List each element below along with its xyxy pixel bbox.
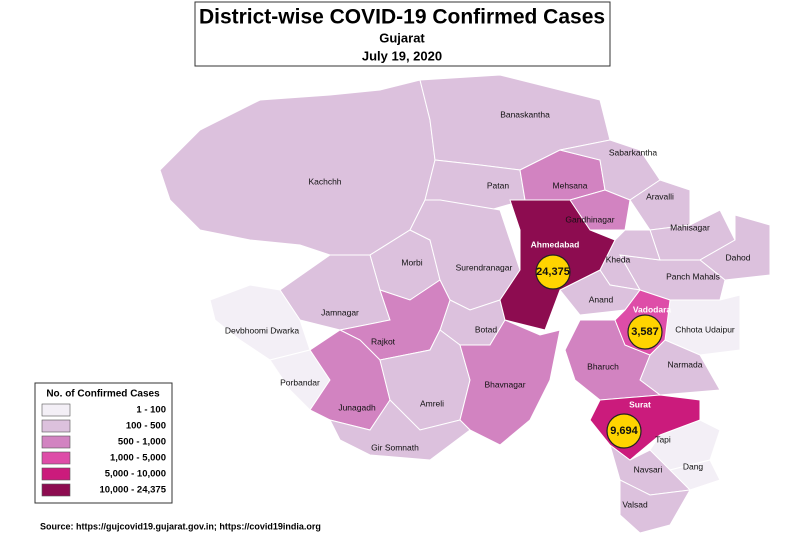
district-label: Junagadh	[338, 402, 376, 412]
district-label: Sabarkantha	[609, 147, 657, 157]
district-label: Valsad	[622, 499, 648, 509]
legend-label: 100 - 500	[126, 421, 166, 432]
callout-circle	[606, 413, 642, 449]
callout-circle	[535, 254, 571, 290]
district-label: Panch Mahals	[666, 271, 720, 281]
title: District-wise COVID-19 Confirmed Cases	[199, 6, 605, 29]
district-label: Dahod	[725, 252, 750, 262]
district-label: Porbandar	[280, 377, 320, 387]
district-label: Surat	[629, 399, 651, 409]
district-label: Banaskantha	[500, 109, 550, 119]
district-label: Mahisagar	[670, 222, 710, 232]
district-label: Devbhoomi Dwarka	[225, 325, 299, 335]
legend-swatch	[41, 403, 71, 417]
legend-label: 500 - 1,000	[118, 437, 166, 448]
district-label: Amreli	[420, 398, 444, 408]
legend-swatch	[41, 419, 71, 433]
case-callouts: 24,375 9,694 3,587	[535, 254, 663, 449]
district-label: Navsari	[634, 464, 663, 474]
district-labels: Kachchh Banaskantha Patan Mehsana Sabark…	[225, 109, 751, 509]
district-label: Vadodara	[633, 304, 672, 314]
district-shape	[619, 479, 691, 534]
callout-label: 9,694	[610, 425, 638, 437]
district-label: Aravalli	[646, 191, 674, 201]
legend-swatch	[41, 435, 71, 449]
district-label: Morbi	[401, 257, 422, 267]
district-shape	[329, 399, 471, 461]
district-label: Tapi	[655, 434, 671, 444]
district-label: Surendranagar	[456, 262, 513, 272]
legend-label: 1,000 - 5,000	[110, 453, 166, 464]
district-label: Gir Somnath	[371, 442, 419, 452]
legend-label: 1 - 100	[136, 405, 166, 416]
callout-circle	[627, 314, 663, 350]
legend-swatch	[41, 467, 71, 481]
legend-swatch	[41, 483, 71, 497]
district-label: Kachchh	[308, 176, 341, 186]
date: July 19, 2020	[362, 48, 442, 63]
district-label: Rajkot	[371, 336, 396, 346]
legend-title: No. of Confirmed Cases	[46, 389, 160, 400]
district-label: Bharuch	[587, 361, 619, 371]
district-label: Anand	[589, 294, 614, 304]
title-box	[194, 1, 611, 67]
source: Source: https://gujcovid19.gujarat.gov.i…	[40, 521, 321, 531]
district-label: Kheda	[606, 254, 631, 264]
callout-label: 3,587	[631, 326, 659, 338]
district-label: Patan	[487, 180, 509, 190]
district-shape	[629, 179, 691, 231]
legend: No. of Confirmed Cases 1 - 100 100 - 500 5…	[34, 382, 173, 504]
district-shape	[459, 319, 561, 446]
district-label: Gandhinagar	[565, 214, 614, 224]
subtitle: Gujarat	[379, 30, 425, 45]
district-map	[159, 74, 771, 534]
district-label: Botad	[475, 324, 497, 334]
legend-label: 5,000 - 10,000	[105, 469, 166, 480]
district-label: Dang	[683, 461, 704, 471]
district-label: Chhota Udaipur	[675, 324, 735, 334]
district-label: Jamnagar	[321, 307, 359, 317]
legend-label: 10,000 - 24,375	[99, 485, 166, 496]
district-shape	[159, 79, 436, 256]
legend-swatch	[41, 451, 71, 465]
district-label: Bhavnagar	[484, 379, 525, 389]
district-label: Ahmedabad	[531, 239, 580, 249]
district-label: Mehsana	[553, 180, 588, 190]
callout-label: 24,375	[536, 266, 570, 278]
district-label: Narmada	[668, 359, 703, 369]
